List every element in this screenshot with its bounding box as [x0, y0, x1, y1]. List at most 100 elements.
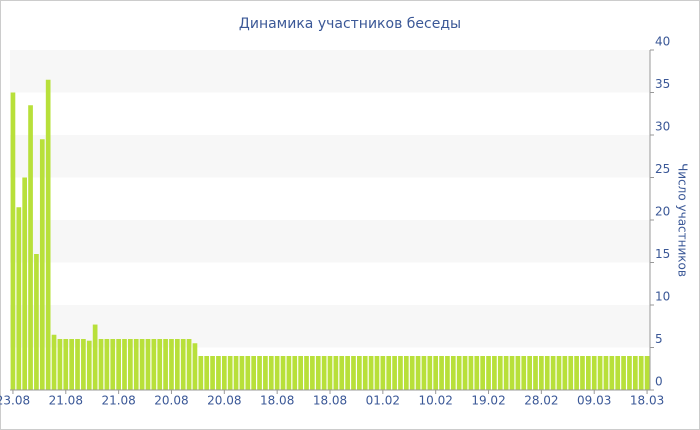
bar — [92, 324, 98, 390]
chart-title: Динамика участников беседы — [239, 16, 461, 32]
bar — [245, 356, 251, 390]
bar — [16, 207, 22, 390]
bar — [286, 356, 292, 390]
bar — [450, 356, 456, 390]
y-tick-label: 10 — [655, 290, 670, 304]
y-tick-label: 35 — [655, 77, 670, 91]
y-tick-label: 15 — [655, 247, 670, 261]
y-tick-label: 40 — [655, 35, 670, 49]
bar — [351, 356, 356, 390]
y-tick-label: 25 — [655, 162, 670, 176]
grid-band — [10, 135, 650, 178]
x-tick-label: 18.08 — [260, 394, 294, 408]
bar — [145, 339, 151, 390]
x-tick-label: 19.02 — [471, 394, 505, 408]
x-tick-label: 01.02 — [366, 394, 400, 408]
bar — [474, 356, 480, 390]
x-tick-label: 23.08 — [0, 394, 30, 408]
bar — [263, 356, 268, 390]
bar — [515, 356, 521, 390]
bar — [591, 356, 597, 390]
bar — [34, 254, 39, 390]
bar — [644, 356, 650, 390]
bar — [621, 356, 626, 390]
y-tick-label: 5 — [655, 332, 663, 346]
bar — [321, 356, 327, 390]
x-tick-label: 09.03 — [577, 394, 611, 408]
bar — [157, 339, 163, 390]
bar — [362, 356, 368, 390]
x-tick-label: 20.08 — [154, 394, 188, 408]
bar — [268, 356, 274, 390]
bar — [86, 340, 92, 390]
x-tick-label: 21.08 — [49, 394, 83, 408]
bar — [509, 356, 515, 390]
bar — [133, 339, 139, 390]
grid-band — [10, 220, 650, 263]
bar — [503, 356, 509, 390]
bar — [586, 356, 591, 390]
bar — [239, 356, 245, 390]
bar — [627, 356, 632, 390]
bar — [192, 343, 198, 390]
bar — [39, 139, 45, 390]
bar — [310, 356, 315, 390]
bar — [409, 356, 415, 390]
bar — [357, 356, 362, 390]
bar — [421, 356, 427, 390]
bar — [139, 339, 145, 390]
bar — [468, 356, 474, 390]
bar — [574, 356, 579, 390]
bar — [480, 356, 486, 390]
bar — [216, 356, 221, 390]
bar — [274, 356, 280, 390]
x-tick-label: 18.03 — [630, 394, 664, 408]
bar — [251, 356, 257, 390]
bar — [556, 356, 562, 390]
bar — [497, 356, 503, 390]
bar — [445, 356, 450, 390]
bar — [122, 339, 127, 390]
bar — [10, 92, 16, 390]
bar — [392, 356, 397, 390]
x-tick-label: 20.08 — [207, 394, 241, 408]
bar — [163, 339, 168, 390]
bar — [562, 356, 568, 390]
bar — [533, 356, 538, 390]
bar — [456, 356, 462, 390]
bar — [298, 356, 303, 390]
bar — [198, 356, 204, 390]
bar — [597, 356, 603, 390]
x-tick-label: 18.08 — [313, 394, 347, 408]
bar — [433, 356, 439, 390]
grid-band — [10, 50, 650, 93]
bar — [380, 356, 386, 390]
bar — [439, 356, 444, 390]
bar — [486, 356, 491, 390]
bar — [527, 356, 532, 390]
bar — [333, 356, 339, 390]
bar — [609, 356, 615, 390]
bar — [204, 356, 210, 390]
bar — [174, 339, 180, 390]
bar — [151, 339, 157, 390]
bar — [169, 339, 174, 390]
y-tick-label: 0 — [655, 375, 663, 389]
bar — [462, 356, 468, 390]
bar — [345, 356, 350, 390]
bar — [81, 339, 86, 390]
bar — [638, 356, 644, 390]
bar — [550, 356, 556, 390]
bar — [210, 356, 215, 390]
bar — [521, 356, 527, 390]
bar — [386, 356, 392, 390]
bar — [368, 356, 374, 390]
bar — [75, 339, 80, 390]
bar — [128, 339, 133, 390]
bar — [568, 356, 574, 390]
bar — [63, 339, 69, 390]
bar — [116, 339, 121, 390]
bar — [280, 356, 286, 390]
bar — [327, 356, 333, 390]
